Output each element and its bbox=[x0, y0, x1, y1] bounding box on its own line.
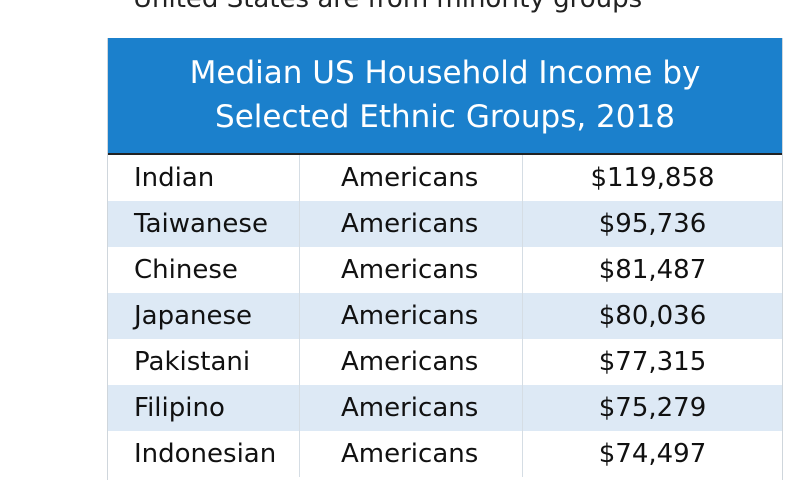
table-cell: $74,497 bbox=[598, 439, 707, 469]
table-cell: Americans bbox=[299, 201, 523, 247]
table-cell: Americans bbox=[299, 339, 523, 385]
table-cell: Chinese bbox=[108, 247, 300, 293]
table-cell: Americans bbox=[299, 385, 523, 431]
table-title-line: Median US Household Income by bbox=[189, 55, 701, 91]
table-cell: Taiwanese bbox=[108, 201, 300, 247]
table-row: Japanese Americans $80,036 bbox=[108, 293, 782, 339]
post-text: United States are from minority groups bbox=[133, 0, 642, 14]
table-cell: $81,487 bbox=[598, 255, 707, 285]
table-row: Indonesian Americans $74,497 bbox=[108, 431, 782, 477]
table-row: Pakistani Americans $77,315 bbox=[108, 339, 782, 385]
table-cell: $119,858 bbox=[590, 163, 715, 193]
table-cell: Pakistani bbox=[108, 339, 300, 385]
table-row: Indian Americans $119,858 bbox=[108, 155, 782, 201]
table-header: Median US Household Income by Selected Et… bbox=[108, 38, 782, 155]
income-table: Indian Americans $119,858 Taiwanese American… bbox=[108, 155, 782, 477]
table-cell: Americans bbox=[299, 247, 523, 293]
table-row: Filipino Americans $75,279 bbox=[108, 385, 782, 431]
table-cell: Americans bbox=[299, 431, 523, 477]
table-row: Chinese Americans $81,487 bbox=[108, 247, 782, 293]
table-title-line: Selected Ethnic Groups, 2018 bbox=[215, 99, 675, 135]
table-cell: Filipino bbox=[108, 385, 300, 431]
table-cell: Indian bbox=[108, 155, 300, 201]
table-cell: $80,036 bbox=[522, 293, 782, 339]
table-image: Median US Household Income by Selected Et… bbox=[107, 38, 783, 480]
table-cell: Indonesian bbox=[108, 431, 300, 477]
table-body: Indian Americans $119,858 Taiwanese American… bbox=[108, 155, 782, 477]
table-row: Taiwanese Americans $95,736 bbox=[108, 201, 782, 247]
table-cell: Japanese bbox=[108, 293, 300, 339]
table-cell: $75,279 bbox=[522, 385, 782, 431]
table-cell: Americans bbox=[299, 293, 523, 339]
table-cell: Americans bbox=[299, 155, 523, 201]
table-cell: $77,315 bbox=[598, 347, 707, 377]
table-cell: $95,736 bbox=[522, 201, 782, 247]
